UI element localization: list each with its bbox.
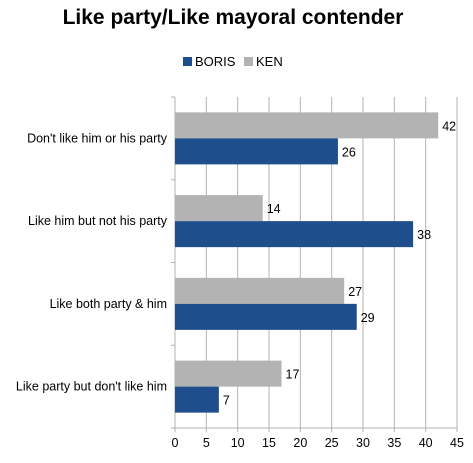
x-tick-label-0: 0 — [172, 436, 179, 450]
x-tick-label-7: 35 — [387, 436, 401, 450]
data-label-ken-1: 14 — [267, 202, 281, 216]
legend-swatch-ken — [244, 57, 253, 66]
category-label-3: Like party but don't like him — [16, 380, 167, 394]
bar-boris-0 — [175, 138, 338, 165]
bar-ken-3 — [175, 360, 282, 387]
data-labels: 42 26 14 38 27 29 17 7 — [223, 119, 456, 407]
data-label-boris-3: 7 — [223, 394, 230, 408]
bar-boris-2 — [175, 303, 357, 330]
x-tick-label-5: 25 — [325, 436, 339, 450]
data-label-ken-2: 27 — [348, 285, 362, 299]
category-label-0: Don't like him or his party — [27, 131, 168, 145]
category-label-2: Like both party & him — [50, 297, 167, 311]
x-tick-label-3: 15 — [262, 436, 276, 450]
data-label-boris-1: 38 — [417, 228, 431, 242]
bar-ken-2 — [175, 277, 345, 304]
data-label-ken-0: 42 — [442, 119, 456, 133]
bar-ken-1 — [175, 195, 263, 222]
x-axis-tick-labels: 0 5 10 15 20 25 30 35 40 45 — [172, 436, 464, 450]
x-tick-label-2: 10 — [231, 436, 245, 450]
chart-title: Like party/Like mayoral contender — [63, 6, 404, 29]
legend-swatch-boris — [183, 57, 192, 66]
x-tick-label-1: 5 — [203, 436, 210, 450]
category-label-1: Like him but not his party — [28, 214, 168, 228]
x-tick-label-8: 40 — [419, 436, 433, 450]
legend-label-ken: KEN — [256, 54, 283, 69]
data-label-boris-2: 29 — [361, 311, 375, 325]
legend: BORIS KEN — [183, 54, 283, 69]
bar-boris-3 — [175, 386, 219, 413]
data-label-boris-0: 26 — [342, 145, 356, 159]
x-tick-label-6: 30 — [356, 436, 370, 450]
bar-boris-1 — [175, 221, 414, 248]
category-labels: Don't like him or his party Like him but … — [16, 131, 168, 393]
legend-label-boris: BORIS — [195, 54, 236, 69]
data-label-ken-3: 17 — [286, 368, 300, 382]
x-tick-label-4: 20 — [293, 436, 307, 450]
bars — [175, 112, 439, 413]
x-tick-label-9: 45 — [450, 436, 464, 450]
bar-ken-0 — [175, 112, 439, 139]
